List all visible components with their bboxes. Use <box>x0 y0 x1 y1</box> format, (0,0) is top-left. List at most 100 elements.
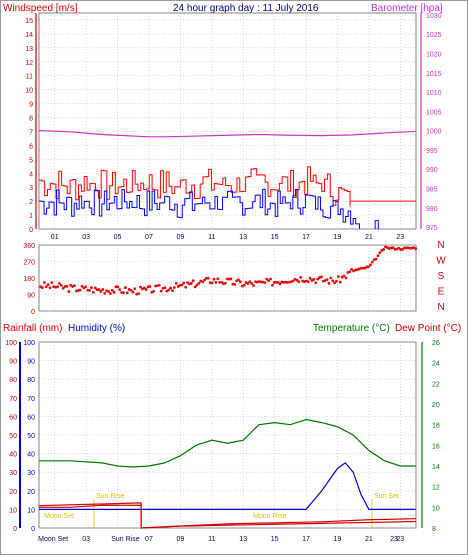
windspeed-title: Windspeed [m/s] <box>3 3 78 14</box>
direction-tick-label: 0 <box>31 309 35 316</box>
humidity-tick-label: 50 <box>27 433 35 440</box>
temperature-tick-label: 24 <box>432 361 440 368</box>
climate-x-tick-label: 09 <box>176 536 184 543</box>
direction-tick-label: 90 <box>27 293 35 300</box>
temperature-tick-label: 8 <box>432 526 436 533</box>
wind-direction-point <box>91 290 95 294</box>
wind-direction-point <box>99 290 103 293</box>
windspeed-tick-label: 11 <box>26 74 33 81</box>
barometer-tick-label: 1000 <box>426 129 442 136</box>
wind-direction-point <box>338 280 342 284</box>
wind-direction-point <box>118 288 122 292</box>
wind-direction-point <box>197 281 201 285</box>
wind-direction-point <box>263 281 267 284</box>
wind-direction-point <box>369 263 372 267</box>
climate-plot-frame <box>38 341 417 529</box>
wind-direction-point <box>90 286 93 290</box>
climate-x-tick-label: 11 <box>208 536 215 543</box>
wind-direction-point <box>278 282 282 286</box>
wind-direction-point <box>335 279 338 283</box>
wind-x-tick-label: 09 <box>176 234 184 241</box>
windspeed-tick-label: 9 <box>29 102 33 109</box>
temperature-series-line <box>39 418 416 468</box>
wind-direction-point <box>333 281 337 285</box>
chart-title: 24 hour graph day : 11 July 2016 <box>173 3 319 14</box>
wind-direction-point <box>267 279 271 283</box>
wind-direction-point <box>125 291 129 295</box>
wind-direction-point <box>214 280 218 284</box>
humidity-tick-label: 80 <box>27 377 35 384</box>
dewpoint-title: Dew Point (°C) <box>395 323 461 334</box>
temperature-tick-label: 12 <box>432 485 440 492</box>
wind-direction-point <box>174 281 178 285</box>
wind-direction-point <box>233 282 237 286</box>
windspeed-tick-label: 5 <box>29 157 33 164</box>
wind-direction-point <box>327 281 331 285</box>
direction-tick-label: 360 <box>23 243 35 250</box>
humidity-tick-label: 10 <box>27 507 35 514</box>
wind-x-tick-label: 21 <box>365 234 373 241</box>
windspeed-tick-label: 15 <box>25 18 33 25</box>
wind-direction-point <box>159 289 163 293</box>
wind-direction-point <box>116 285 120 289</box>
climate-x-tick-label: 23 <box>396 536 404 543</box>
wind-direction-point <box>59 284 63 287</box>
temperature-tick-label: 20 <box>432 402 440 409</box>
wind-direction-point <box>344 276 348 280</box>
barometer-tick-label: 1030 <box>426 13 442 20</box>
wind-direction-point <box>148 285 152 288</box>
compass-label: N <box>437 302 444 313</box>
wind-direction-point <box>67 290 71 293</box>
rainfall-tick-label: 20 <box>9 489 17 496</box>
wind-direction-point <box>374 257 378 261</box>
wind-direction-point <box>73 284 76 288</box>
windspeed-tick-label: 6 <box>29 143 33 150</box>
wind-direction-point <box>50 281 54 285</box>
climate-x-tick-label: 15 <box>271 536 279 543</box>
wind-direction-point <box>108 292 112 295</box>
wind-direction-point <box>152 289 156 293</box>
wind-direction-point <box>248 280 252 284</box>
wind-direction-point <box>206 276 210 280</box>
wind-direction-point <box>180 283 184 287</box>
compass-label: N <box>437 240 444 251</box>
wind-direction-point <box>265 277 269 281</box>
windspeed-tick-label: 7 <box>29 129 33 136</box>
windspeed-tick-label: 0 <box>29 227 33 234</box>
wind-direction-point <box>246 282 250 285</box>
wind-direction-point <box>250 282 254 285</box>
wind-direction-point <box>350 268 353 271</box>
wind-direction-point <box>107 289 110 293</box>
wind-direction-point <box>342 274 346 278</box>
wind-direction-point <box>195 283 199 287</box>
wind-direction-point <box>316 277 320 281</box>
wind-direction-point <box>144 288 148 291</box>
wind-direction-point <box>306 280 310 284</box>
wind-direction-point <box>193 285 197 289</box>
wind-direction-point <box>78 288 82 292</box>
wind-direction-point <box>299 276 303 279</box>
rainfall-tick-label: 50 <box>9 433 17 440</box>
wind-direction-point <box>157 283 161 287</box>
sun-moon-annotation: Sun Rise <box>96 493 125 500</box>
wind-direction-point <box>210 281 214 285</box>
wind-direction-point <box>173 286 176 289</box>
wind-direction-point <box>348 270 352 274</box>
humidity-tick-label: 0 <box>31 526 35 533</box>
wind-direction-point <box>137 292 140 296</box>
temperature-tick-label: 10 <box>432 505 440 512</box>
wind-direction-point <box>297 280 301 284</box>
average-wind-blip <box>374 220 379 229</box>
climate-x-tick-label: 19 <box>334 536 342 543</box>
sun-moon-annotation: Moon Rise <box>253 513 287 520</box>
windspeed-tick-label: 4 <box>29 171 33 178</box>
direction-tick-label: 270 <box>23 260 35 267</box>
windspeed-tick-label: 10 <box>25 88 33 95</box>
wind-x-tick-label: 03 <box>82 234 90 241</box>
wind-direction-point <box>101 288 105 291</box>
wind-direction-point <box>337 275 340 278</box>
humidity-tick-label: 70 <box>27 396 35 403</box>
humidity-tick-label: 100 <box>23 340 35 347</box>
humidity-tick-label: 40 <box>27 452 35 459</box>
